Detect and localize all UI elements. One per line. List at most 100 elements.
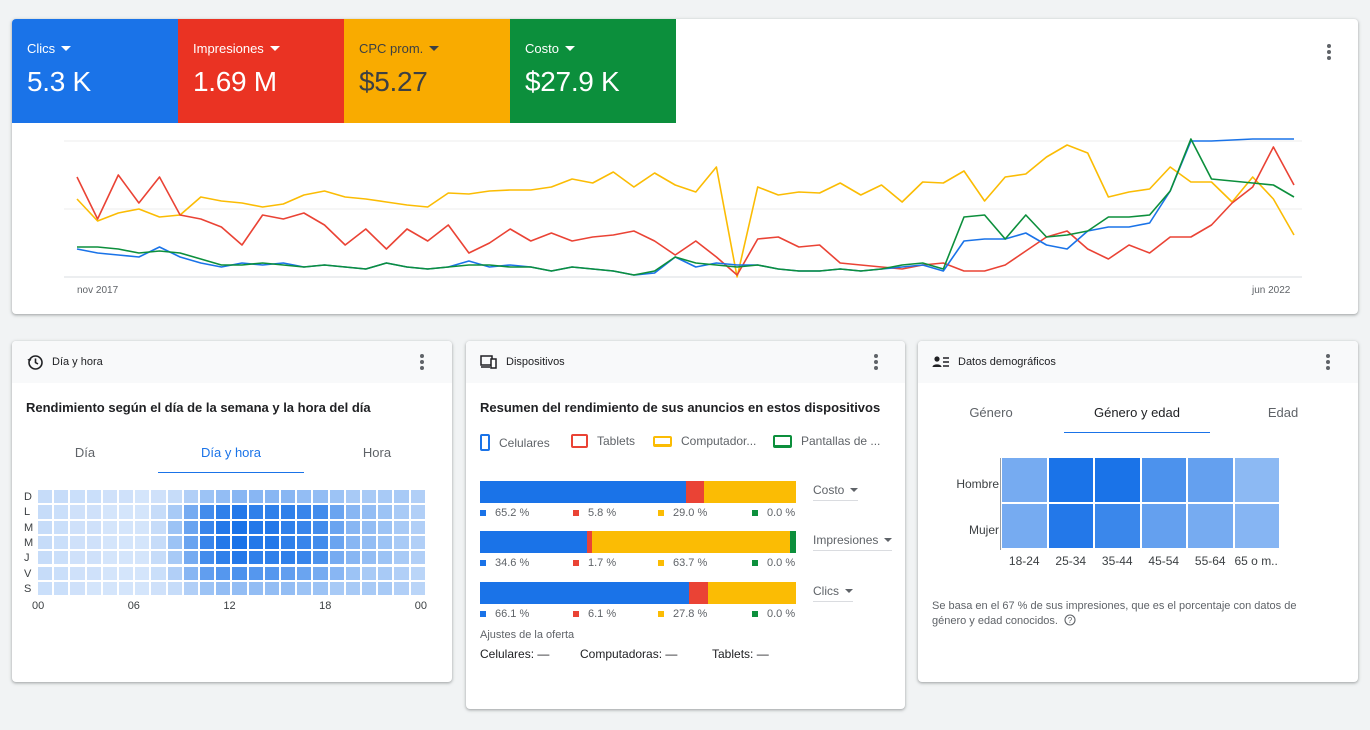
heatmap-cell[interactable]: [378, 581, 393, 596]
heatmap-cell[interactable]: [54, 505, 69, 519]
heatmap-cell[interactable]: [394, 520, 409, 534]
heatmap-cell[interactable]: [119, 566, 134, 580]
heatmap-cell[interactable]: [1188, 458, 1233, 502]
heatmap-cell[interactable]: [410, 535, 425, 550]
device-stack-bar[interactable]: [480, 531, 796, 553]
heatmap-cell[interactable]: [119, 551, 134, 565]
metric-tile-3[interactable]: Costo $27.9 K: [510, 19, 676, 123]
heatmap-cell[interactable]: [135, 490, 150, 504]
heatmap-cell[interactable]: [151, 505, 166, 519]
heatmap-cell[interactable]: [410, 505, 425, 519]
heatmap-cell[interactable]: [54, 551, 69, 565]
device-legend-item[interactable]: Pantallas de ...: [773, 434, 880, 448]
heatmap-cell[interactable]: [102, 490, 117, 504]
heatmap-cell[interactable]: [183, 566, 198, 580]
heatmap-cell[interactable]: [329, 490, 344, 504]
heatmap-cell[interactable]: [54, 566, 69, 580]
heatmap-cell[interactable]: [345, 566, 360, 580]
heatmap-cell[interactable]: [248, 566, 263, 580]
heatmap-cell[interactable]: [281, 581, 296, 596]
heatmap-cell[interactable]: [378, 520, 393, 534]
heatmap-cell[interactable]: [329, 535, 344, 550]
heatmap-cell[interactable]: [232, 551, 247, 565]
heatmap-cell[interactable]: [329, 551, 344, 565]
heatmap-cell[interactable]: [281, 490, 296, 504]
heatmap-cell[interactable]: [38, 535, 53, 550]
heatmap-cell[interactable]: [281, 551, 296, 565]
heatmap-cell[interactable]: [151, 535, 166, 550]
heatmap-cell[interactable]: [216, 490, 231, 504]
device-legend-item[interactable]: Tablets: [571, 434, 635, 448]
metric-label[interactable]: CPC prom.: [359, 41, 510, 56]
heatmap-cell[interactable]: [297, 566, 312, 580]
heatmap-cell[interactable]: [200, 581, 215, 596]
heatmap-cell[interactable]: [362, 505, 377, 519]
heatmap-cell[interactable]: [362, 535, 377, 550]
heatmap-cell[interactable]: [329, 505, 344, 519]
heatmap-cell[interactable]: [86, 551, 101, 565]
device-legend-item[interactable]: Celulares: [480, 434, 550, 451]
heatmap-cell[interactable]: [70, 520, 85, 534]
metric-label[interactable]: Costo: [525, 41, 676, 56]
tab-daypart-1[interactable]: Día y hora: [158, 445, 304, 473]
heatmap-cell[interactable]: [232, 505, 247, 519]
heatmap-cell[interactable]: [329, 566, 344, 580]
heatmap-cell[interactable]: [1048, 504, 1093, 548]
metric-select[interactable]: Clics: [813, 584, 853, 602]
heatmap-cell[interactable]: [102, 581, 117, 596]
day-hour-more-icon[interactable]: [420, 354, 424, 370]
heatmap-cell[interactable]: [216, 520, 231, 534]
heatmap-cell[interactable]: [200, 520, 215, 534]
heatmap-cell[interactable]: [183, 520, 198, 534]
metric-tile-2[interactable]: CPC prom. $5.27: [344, 19, 510, 123]
performance-more-icon[interactable]: [1327, 44, 1331, 60]
heatmap-cell[interactable]: [183, 551, 198, 565]
heatmap-cell[interactable]: [345, 551, 360, 565]
heatmap-cell[interactable]: [216, 505, 231, 519]
heatmap-cell[interactable]: [200, 505, 215, 519]
heatmap-cell[interactable]: [378, 490, 393, 504]
heatmap-cell[interactable]: [329, 581, 344, 596]
heatmap-cell[interactable]: [119, 505, 134, 519]
heatmap-cell[interactable]: [313, 551, 328, 565]
heatmap-cell[interactable]: [394, 581, 409, 596]
heatmap-cell[interactable]: [410, 551, 425, 565]
heatmap-cell[interactable]: [378, 551, 393, 565]
heatmap-cell[interactable]: [313, 581, 328, 596]
heatmap-cell[interactable]: [151, 581, 166, 596]
heatmap-cell[interactable]: [313, 520, 328, 534]
heatmap-cell[interactable]: [1095, 458, 1140, 502]
heatmap-cell[interactable]: [345, 581, 360, 596]
heatmap-cell[interactable]: [86, 535, 101, 550]
heatmap-cell[interactable]: [410, 581, 425, 596]
heatmap-cell[interactable]: [70, 505, 85, 519]
heatmap-cell[interactable]: [216, 581, 231, 596]
metric-tile-0[interactable]: Clics 5.3 K: [12, 19, 178, 123]
heatmap-cell[interactable]: [329, 520, 344, 534]
demographics-more-icon[interactable]: [1326, 354, 1330, 370]
heatmap-cell[interactable]: [54, 581, 69, 596]
heatmap-cell[interactable]: [248, 581, 263, 596]
heatmap-cell[interactable]: [86, 581, 101, 596]
heatmap-cell[interactable]: [1095, 504, 1140, 548]
heatmap-cell[interactable]: [167, 490, 182, 504]
heatmap-cell[interactable]: [183, 581, 198, 596]
heatmap-cell[interactable]: [345, 505, 360, 519]
heatmap-cell[interactable]: [378, 535, 393, 550]
heatmap-cell[interactable]: [167, 535, 182, 550]
heatmap-cell[interactable]: [86, 566, 101, 580]
heatmap-cell[interactable]: [281, 520, 296, 534]
heatmap-cell[interactable]: [1188, 504, 1233, 548]
heatmap-cell[interactable]: [86, 520, 101, 534]
heatmap-cell[interactable]: [297, 581, 312, 596]
heatmap-cell[interactable]: [232, 535, 247, 550]
heatmap-cell[interactable]: [183, 490, 198, 504]
heatmap-cell[interactable]: [394, 551, 409, 565]
metric-select[interactable]: Impresiones: [813, 533, 893, 551]
heatmap-cell[interactable]: [200, 551, 215, 565]
heatmap-cell[interactable]: [248, 520, 263, 534]
tab-daypart-0[interactable]: Día: [74, 445, 96, 460]
heatmap-cell[interactable]: [410, 520, 425, 534]
heatmap-cell[interactable]: [200, 535, 215, 550]
heatmap-cell[interactable]: [86, 505, 101, 519]
